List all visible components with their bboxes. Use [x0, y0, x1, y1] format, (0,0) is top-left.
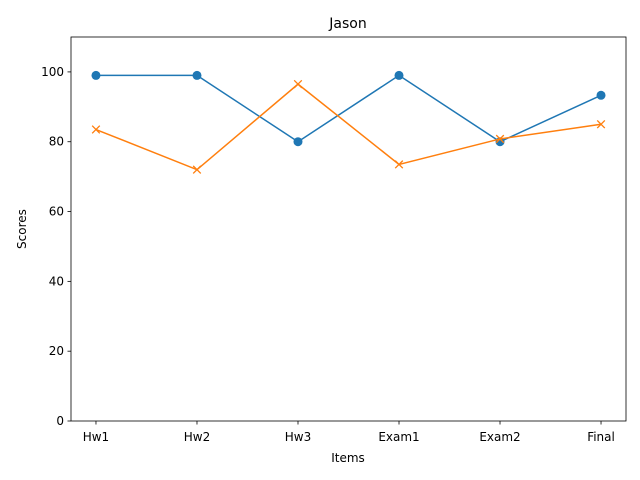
series-2-point: [394, 160, 404, 169]
y-tick-label: 0: [56, 414, 64, 428]
y-axis-label: Scores: [15, 209, 29, 249]
series-2-point: [495, 134, 505, 144]
series-1-point: [394, 70, 404, 80]
x-axis-label: Items: [331, 451, 365, 465]
series-2-line: [95, 83, 602, 171]
x-tick-label: Hw2: [184, 430, 210, 444]
x-tick-label: Hw3: [285, 430, 311, 444]
y-tick-label: 60: [49, 205, 64, 219]
axes-frame: [70, 36, 627, 422]
x-tick-label: Exam1: [378, 430, 419, 444]
plot-area: 0 20 40 60 80 100 Hw1 Hw2 Hw3 Exam1 Exam2 Final: [41, 36, 627, 444]
series-1-point: [192, 70, 202, 80]
chart-title: Jason: [328, 16, 366, 32]
series-1-point: [596, 90, 606, 100]
y-tick-label: 80: [49, 135, 64, 149]
series-2-point: [91, 125, 101, 134]
y-tick-label: 100: [41, 65, 64, 79]
series-1-line: [95, 74, 602, 143]
y-tick-label: 40: [49, 274, 64, 288]
series-1-point: [293, 137, 303, 147]
series-2-point: [192, 165, 202, 174]
series-2-point: [596, 120, 606, 129]
x-tick-label: Hw1: [83, 430, 109, 444]
series-1-point: [91, 70, 101, 80]
series-2-point: [293, 79, 303, 89]
y-tick-label: 20: [49, 344, 64, 358]
x-tick-label: Exam2: [479, 430, 520, 444]
x-tick-label: Final: [587, 430, 615, 444]
